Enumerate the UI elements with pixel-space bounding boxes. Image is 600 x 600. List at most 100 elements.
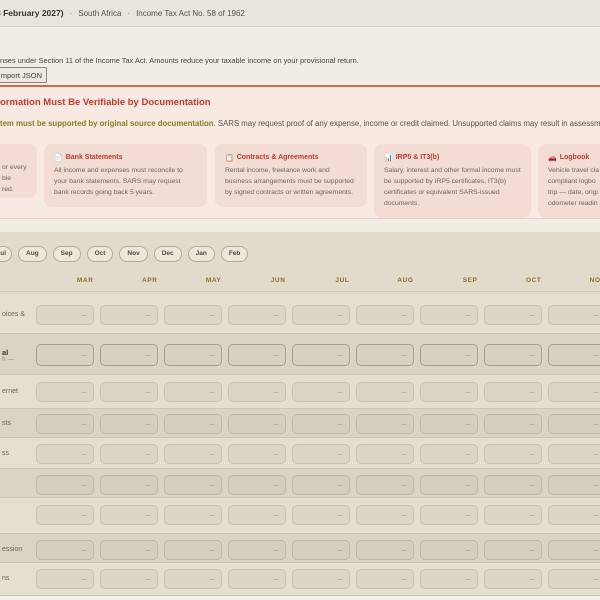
amount-cell-row2-jun[interactable]: –: [227, 344, 286, 366]
amount-cell-row7-apr[interactable]: –: [99, 505, 158, 525]
row-label: ession: [2, 545, 23, 553]
amount-cell-row5-mar[interactable]: –: [35, 444, 94, 464]
amount-cell-row7-sep[interactable]: –: [419, 505, 478, 525]
amount-cell-row3-sep[interactable]: –: [419, 382, 478, 402]
amount-cell-row6-oct[interactable]: –: [483, 475, 542, 495]
amount-cell-row4-aug[interactable]: –: [355, 414, 414, 434]
import-json-button[interactable]: t Import JSON: [0, 67, 47, 83]
amount-cell-row8-mar[interactable]: –: [35, 540, 94, 560]
amount-cell-row8-may[interactable]: –: [163, 540, 222, 560]
amount-cell-row4-nov[interactable]: –: [547, 414, 600, 434]
amount-cell-row8-oct[interactable]: –: [483, 540, 542, 560]
amount-cell-row8-aug[interactable]: –: [355, 540, 414, 560]
amount-cell-row1-jun[interactable]: –: [227, 305, 286, 325]
amount-cell-row6-aug[interactable]: –: [355, 475, 414, 495]
amount-cell-row8-sep[interactable]: –: [419, 540, 478, 560]
amount-cell-row2-sep[interactable]: –: [419, 344, 478, 366]
amount-cell-row6-apr[interactable]: –: [99, 475, 158, 495]
amount-cell-row2-mar[interactable]: –: [35, 344, 94, 366]
empty-value-dash: –: [146, 419, 151, 429]
month-chip-sep[interactable]: Sep: [52, 245, 81, 262]
amount-cell-row7-jul[interactable]: –: [291, 505, 350, 525]
empty-value-dash: –: [146, 510, 151, 520]
amount-cell-row4-apr[interactable]: –: [99, 414, 158, 434]
month-chip-aug[interactable]: Aug: [18, 245, 47, 262]
amount-cell-row3-jun[interactable]: –: [227, 382, 286, 402]
amount-cell-row7-nov[interactable]: –: [547, 505, 600, 525]
amount-cell-row4-jul[interactable]: –: [291, 414, 350, 434]
month-chip-jan[interactable]: Jan: [187, 245, 215, 262]
amount-cell-row1-nov[interactable]: –: [547, 305, 600, 325]
amount-cell-row9-apr[interactable]: –: [99, 569, 158, 589]
amount-cell-row5-aug[interactable]: –: [355, 444, 414, 464]
empty-value-dash: –: [274, 419, 279, 429]
amount-cell-row8-jun[interactable]: –: [227, 540, 286, 560]
amount-cell-row1-mar[interactable]: –: [35, 305, 94, 325]
amount-cell-row6-jun[interactable]: –: [227, 475, 286, 495]
amount-cell-row8-apr[interactable]: –: [99, 540, 158, 560]
month-chip-ul[interactable]: ul: [0, 245, 12, 262]
month-chip-feb[interactable]: Feb: [220, 245, 249, 262]
month-chip-dec[interactable]: Dec: [153, 245, 182, 262]
amount-cell-row2-nov[interactable]: –: [547, 344, 600, 366]
month-chip-nov[interactable]: Nov: [119, 245, 148, 262]
amount-cell-row3-nov[interactable]: –: [547, 382, 600, 402]
amount-cell-row1-aug[interactable]: –: [355, 305, 414, 325]
amount-cell-row1-jul[interactable]: –: [291, 305, 350, 325]
amount-cell-row3-oct[interactable]: –: [483, 382, 542, 402]
amount-cell-row2-may[interactable]: –: [163, 344, 222, 366]
amount-cell-row3-aug[interactable]: –: [355, 382, 414, 402]
amount-cell-row9-jun[interactable]: –: [227, 569, 286, 589]
doc-card-bank-statements: 📄 Bank Statements All income and expenses …: [44, 144, 207, 207]
amount-cell-row9-jul[interactable]: –: [291, 569, 350, 589]
amount-cell-row1-oct[interactable]: –: [483, 305, 542, 325]
amount-cell-row9-aug[interactable]: –: [355, 569, 414, 589]
amount-cell-row7-jun[interactable]: –: [227, 505, 286, 525]
amount-cell-row1-may[interactable]: –: [163, 305, 222, 325]
amount-cell-row7-oct[interactable]: –: [483, 505, 542, 525]
amount-cell-row9-may[interactable]: –: [163, 569, 222, 589]
amount-cell-row7-mar[interactable]: –: [35, 505, 94, 525]
amount-cell-row3-apr[interactable]: –: [99, 382, 158, 402]
amount-cell-row4-sep[interactable]: –: [419, 414, 478, 434]
amount-cell-row3-jul[interactable]: –: [291, 382, 350, 402]
amount-cell-row1-apr[interactable]: –: [99, 305, 158, 325]
amount-cell-row2-aug[interactable]: –: [355, 344, 414, 366]
amount-cell-row8-nov[interactable]: –: [547, 540, 600, 560]
amount-cell-row9-nov[interactable]: –: [547, 569, 600, 589]
amount-cell-row5-may[interactable]: –: [163, 444, 222, 464]
empty-value-dash: –: [274, 310, 279, 320]
amount-cell-row5-sep[interactable]: –: [419, 444, 478, 464]
row-label: ernet: [2, 387, 18, 395]
month-chip-oct[interactable]: Oct: [86, 245, 114, 262]
amount-cell-row9-sep[interactable]: –: [419, 569, 478, 589]
amount-cell-row7-aug[interactable]: –: [355, 505, 414, 525]
amount-cell-row2-jul[interactable]: –: [291, 344, 350, 366]
amount-cell-row7-may[interactable]: –: [163, 505, 222, 525]
amount-cell-row5-nov[interactable]: –: [547, 444, 600, 464]
amount-cell-row4-oct[interactable]: –: [483, 414, 542, 434]
amount-cell-row1-sep[interactable]: –: [419, 305, 478, 325]
footer-strip: [0, 595, 600, 600]
amount-cell-row6-mar[interactable]: –: [35, 475, 94, 495]
month-chips: ul Aug Sep Oct Nov Dec Jan Feb: [0, 245, 249, 262]
amount-cell-row4-mar[interactable]: –: [35, 414, 94, 434]
amount-cell-row5-jul[interactable]: –: [291, 444, 350, 464]
amount-cell-row2-oct[interactable]: –: [483, 344, 542, 366]
amount-cell-row6-sep[interactable]: –: [419, 475, 478, 495]
amount-cell-row4-may[interactable]: –: [163, 414, 222, 434]
amount-cell-row2-apr[interactable]: –: [99, 344, 158, 366]
empty-value-dash: –: [466, 510, 471, 520]
amount-cell-row9-mar[interactable]: –: [35, 569, 94, 589]
amount-cell-row6-nov[interactable]: –: [547, 475, 600, 495]
amount-cell-row5-oct[interactable]: –: [483, 444, 542, 464]
amount-cell-row6-may[interactable]: –: [163, 475, 222, 495]
amount-cell-row4-jun[interactable]: –: [227, 414, 286, 434]
amount-cell-row3-mar[interactable]: –: [35, 382, 94, 402]
amount-cell-row3-may[interactable]: –: [163, 382, 222, 402]
amount-cell-row9-oct[interactable]: –: [483, 569, 542, 589]
amount-cell-row6-jul[interactable]: –: [291, 475, 350, 495]
amount-cell-row5-jun[interactable]: –: [227, 444, 286, 464]
amount-cell-row5-apr[interactable]: –: [99, 444, 158, 464]
amount-cell-row8-jul[interactable]: –: [291, 540, 350, 560]
